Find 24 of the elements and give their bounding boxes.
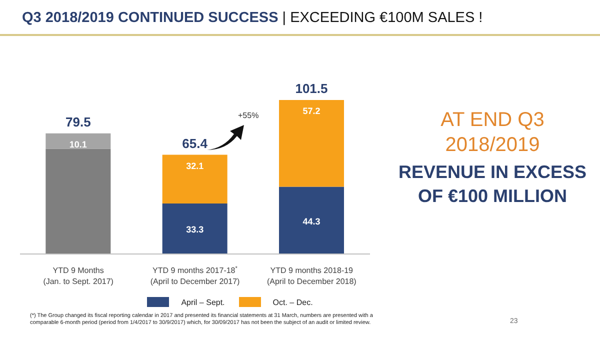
total-label: 79.5 — [66, 114, 91, 130]
bar — [162, 154, 228, 204]
bar — [46, 148, 111, 254]
text: AT END Q3 2018/2019 — [440, 108, 546, 158]
annotation: +55% — [238, 111, 259, 120]
total-label: 101.5 — [295, 81, 328, 96]
x-tick-label: YTD 9 months 2017-18$^{*}$ (April to December 2017) — [150, 266, 240, 286]
legend-label: April – Sept. — [181, 298, 225, 306]
chart-title: Q3 2018/2019 CONTINUED SUCCESS — [22, 10, 278, 26]
x-tick-label: YTD 9 Months (Jan. to Sept. 2017) — [43, 266, 114, 286]
legend-label: Oct. – Dec. — [272, 298, 313, 306]
chart-subtitle: | EXCEEDING €100M SALES ! — [282, 10, 483, 26]
bar — [279, 186, 344, 254]
data-label: 57.2 — [302, 106, 320, 116]
data-label: 10.1 — [69, 139, 87, 150]
x-tick-label: YTD 9 months 2018-19 (April to December 2018) — [266, 266, 357, 286]
data-label: 32.1 — [186, 160, 204, 171]
text: REVENUE IN EXCESS OF €100 MILLION — [397, 161, 588, 208]
total-label: 65.4 — [182, 136, 208, 151]
bar — [46, 133, 111, 149]
bar — [279, 100, 344, 187]
data-label: 33.3 — [186, 224, 204, 235]
data-label: 44.3 — [302, 216, 320, 226]
bar — [162, 203, 228, 254]
